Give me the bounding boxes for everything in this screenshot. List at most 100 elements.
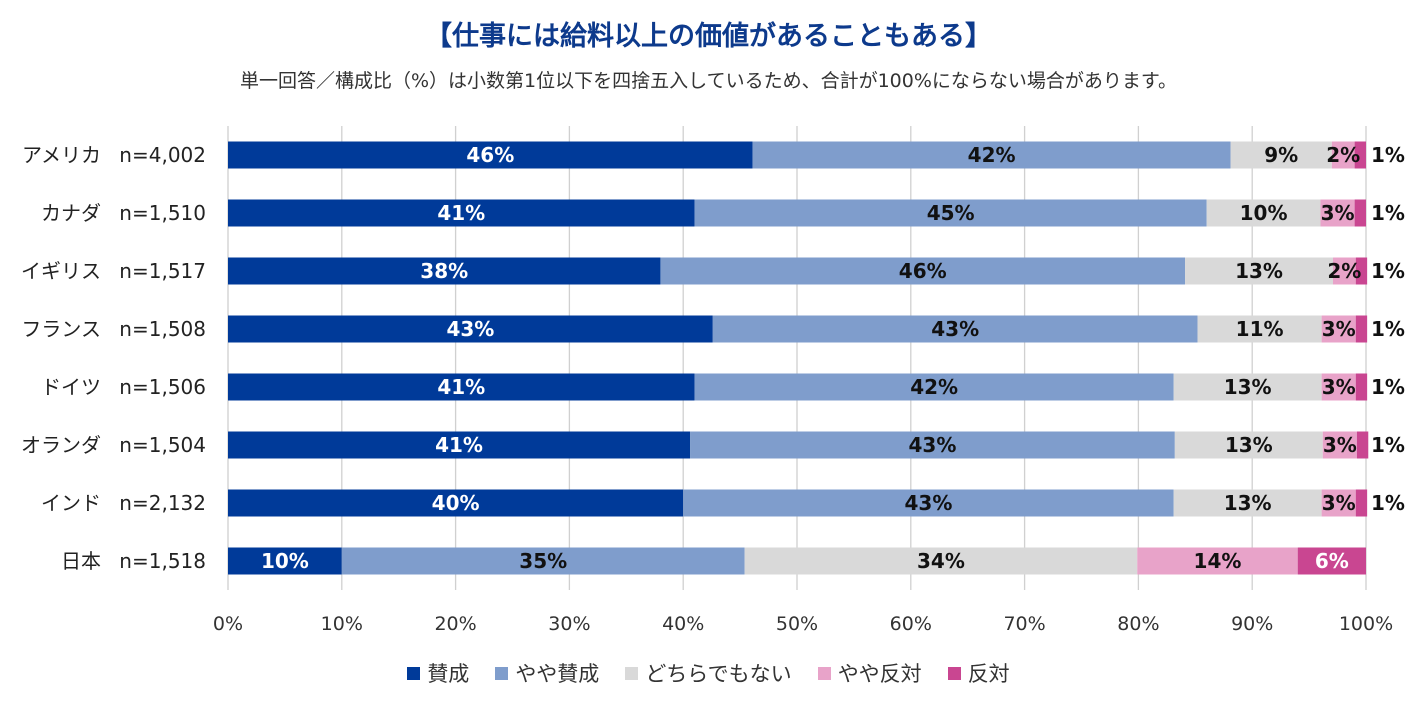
data-label: 11% bbox=[1236, 317, 1284, 341]
data-label: 1% bbox=[1371, 259, 1405, 283]
bar-segment bbox=[694, 373, 1174, 401]
bar-segment bbox=[228, 199, 695, 227]
data-label: 46% bbox=[899, 259, 947, 283]
bar-segment bbox=[1355, 315, 1368, 343]
data-label: 10% bbox=[261, 549, 309, 573]
data-label: 46% bbox=[466, 143, 514, 167]
data-label: 41% bbox=[437, 201, 485, 225]
bar-segment bbox=[752, 141, 1231, 169]
bar-segment bbox=[1356, 431, 1369, 459]
data-label: 1% bbox=[1371, 491, 1405, 515]
sample-size-label: n=1,510 bbox=[119, 201, 206, 225]
x-tick-label: 20% bbox=[434, 613, 476, 635]
bar-segment bbox=[1206, 199, 1321, 227]
data-label: 1% bbox=[1371, 375, 1405, 399]
bar-segment bbox=[1137, 547, 1298, 575]
x-tick-label: 60% bbox=[890, 613, 932, 635]
sample-size-label: n=1,517 bbox=[119, 259, 206, 283]
bar-segment bbox=[1354, 199, 1366, 227]
data-label: 38% bbox=[420, 259, 468, 283]
bar-segment bbox=[1321, 373, 1356, 401]
data-label: 42% bbox=[968, 143, 1016, 167]
legend-label: 反対 bbox=[967, 662, 1010, 686]
bar-segment bbox=[1332, 257, 1356, 285]
bar-segment bbox=[1197, 315, 1322, 343]
bar-segment bbox=[228, 431, 691, 459]
x-tick-label: 10% bbox=[321, 613, 363, 635]
data-label: 13% bbox=[1224, 375, 1272, 399]
bar-segment bbox=[683, 489, 1174, 517]
bar-segment bbox=[660, 257, 1186, 285]
category-label: オランダ bbox=[21, 433, 101, 457]
data-label: 1% bbox=[1371, 317, 1405, 341]
x-tick-label: 70% bbox=[1003, 613, 1045, 635]
data-label: 43% bbox=[905, 491, 953, 515]
bar-segment bbox=[712, 315, 1198, 343]
x-tick-label: 100% bbox=[1339, 613, 1393, 635]
sample-size-label: n=1,508 bbox=[119, 317, 206, 341]
legend-swatch-icon bbox=[817, 666, 831, 680]
category-label: インド bbox=[41, 491, 101, 515]
data-label: 43% bbox=[908, 433, 956, 457]
bar-segment bbox=[1174, 431, 1323, 459]
legend-swatch-icon bbox=[495, 666, 509, 680]
data-label: 10% bbox=[1240, 201, 1288, 225]
category-label: イギリス bbox=[21, 259, 101, 283]
sample-size-label: n=2,132 bbox=[119, 491, 206, 515]
sample-size-label: n=1,506 bbox=[119, 375, 206, 399]
bar-segment bbox=[228, 489, 684, 517]
data-label: 2% bbox=[1327, 259, 1361, 283]
bar-segment bbox=[1173, 489, 1322, 517]
x-tick-label: 40% bbox=[662, 613, 704, 635]
bar-segment bbox=[1355, 373, 1368, 401]
bar-segment bbox=[1355, 489, 1368, 517]
x-tick-label: 50% bbox=[776, 613, 818, 635]
data-label: 42% bbox=[910, 375, 958, 399]
data-label: 41% bbox=[437, 375, 485, 399]
legend-label: どちらでもない bbox=[645, 662, 792, 686]
legend-item-somewhat-agree: やや賛成 bbox=[495, 658, 599, 688]
bar-segment bbox=[744, 547, 1138, 575]
legend-item-disagree: 反対 bbox=[947, 658, 1010, 688]
x-tick-label: 0% bbox=[213, 613, 243, 635]
data-label: 14% bbox=[1194, 549, 1242, 573]
data-label: 43% bbox=[446, 317, 494, 341]
legend-swatch-icon bbox=[407, 666, 421, 680]
bar-segment bbox=[228, 141, 753, 169]
data-label: 35% bbox=[519, 549, 567, 573]
bar-segment bbox=[228, 257, 661, 285]
data-label: 6% bbox=[1315, 549, 1349, 573]
bar-segment bbox=[1173, 373, 1322, 401]
category-label: カナダ bbox=[41, 201, 101, 225]
chart-subtitle: 単一回答／構成比（%）は小数第1位以下を四捨五入しているため、合計が100%にな… bbox=[240, 70, 1177, 92]
bar-segment bbox=[690, 431, 1175, 459]
data-label: 3% bbox=[1322, 375, 1356, 399]
data-label: 3% bbox=[1321, 201, 1355, 225]
chart-legend: 賛成 やや賛成 どちらでもない やや反対 反対 bbox=[0, 658, 1417, 688]
sample-size-label: n=4,002 bbox=[119, 143, 206, 167]
x-tick-label: 30% bbox=[548, 613, 590, 635]
data-label: 13% bbox=[1224, 491, 1272, 515]
legend-item-neutral: どちらでもない bbox=[625, 658, 792, 688]
chart-title: 【仕事には給料以上の価値があることもある】 bbox=[425, 21, 992, 52]
legend-item-agree: 賛成 bbox=[407, 658, 469, 688]
bar-segment bbox=[1355, 257, 1368, 285]
sample-size-label: n=1,504 bbox=[119, 433, 206, 457]
category-label: 日本 bbox=[61, 549, 101, 573]
data-label: 45% bbox=[927, 201, 975, 225]
data-label: 1% bbox=[1371, 433, 1405, 457]
bar-segment bbox=[694, 199, 1207, 227]
legend-item-somewhat-disagree: やや反対 bbox=[817, 658, 922, 688]
data-label: 1% bbox=[1371, 143, 1405, 167]
data-label: 9% bbox=[1264, 143, 1298, 167]
data-label: 13% bbox=[1225, 433, 1273, 457]
category-label: ドイツ bbox=[41, 375, 101, 399]
x-tick-label: 90% bbox=[1231, 613, 1273, 635]
data-label: 34% bbox=[917, 549, 965, 573]
data-label: 41% bbox=[435, 433, 483, 457]
x-tick-label: 80% bbox=[1117, 613, 1159, 635]
bar-segment bbox=[228, 373, 695, 401]
bar-segment bbox=[1321, 315, 1356, 343]
data-label: 2% bbox=[1326, 143, 1360, 167]
